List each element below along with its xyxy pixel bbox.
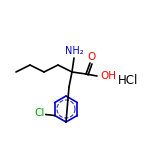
Text: NH₂: NH₂ [65, 46, 83, 56]
Text: HCl: HCl [118, 74, 138, 86]
Text: Cl: Cl [34, 109, 45, 119]
Text: OH: OH [100, 71, 116, 81]
Text: O: O [87, 52, 95, 62]
